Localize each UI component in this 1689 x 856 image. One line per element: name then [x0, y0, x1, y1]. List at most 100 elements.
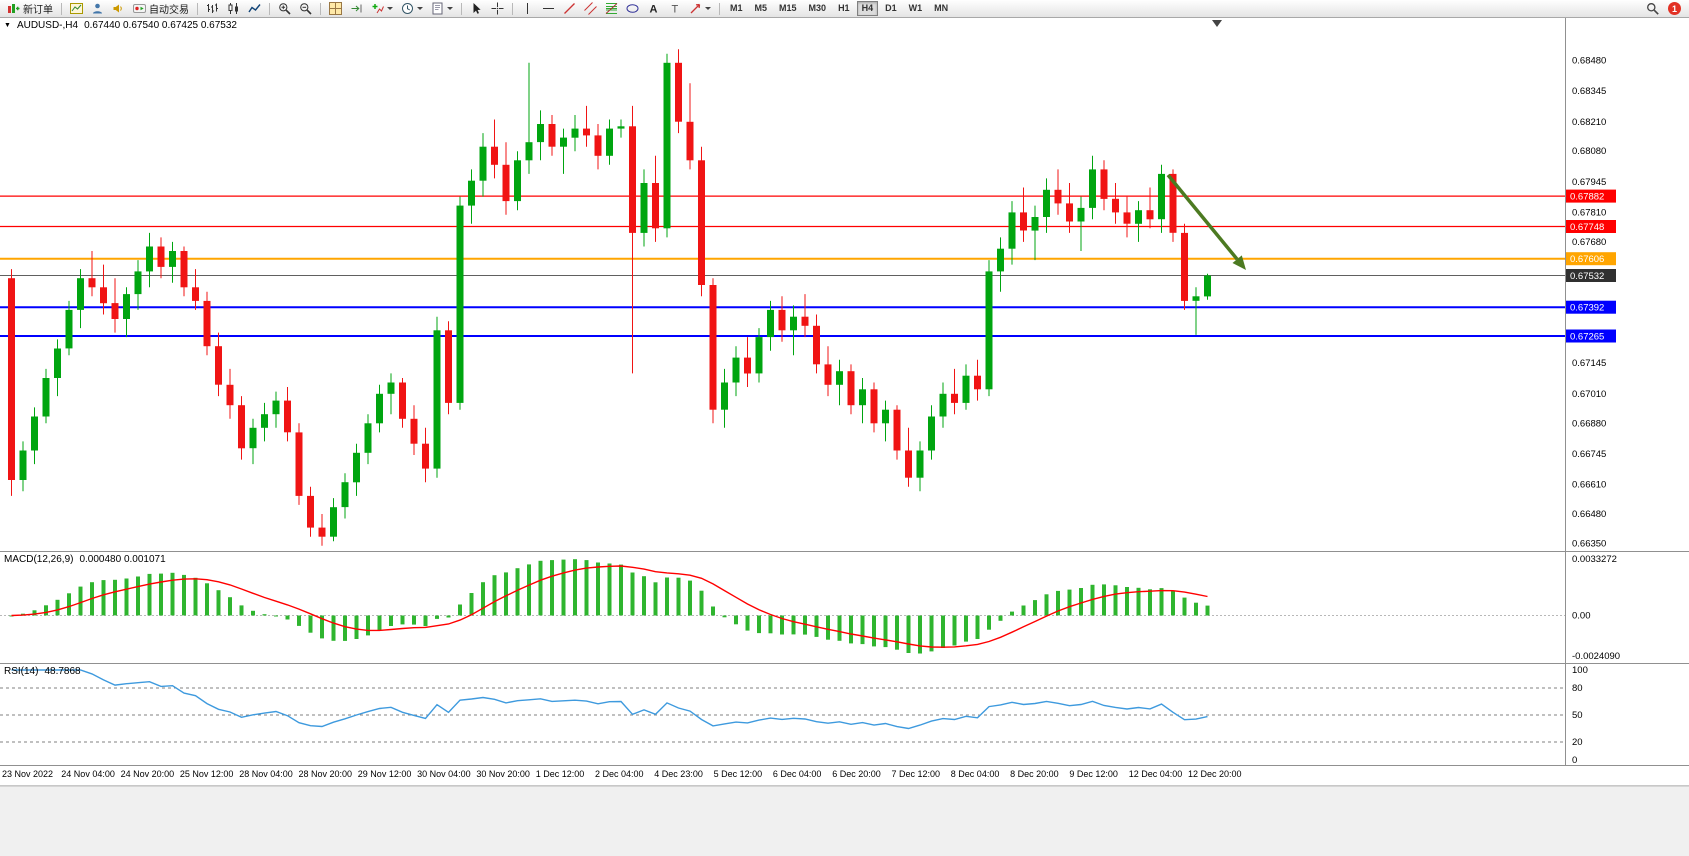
candle-up — [962, 375, 970, 403]
candle-up — [123, 294, 130, 319]
macd-histogram-bar — [791, 615, 796, 635]
channel-icon — [584, 2, 597, 15]
templates-button[interactable] — [428, 0, 456, 18]
macd-histogram-bar — [872, 615, 876, 647]
candle-down — [813, 325, 820, 365]
caret-down-icon — [447, 7, 453, 10]
candle-up — [19, 450, 27, 480]
candle-up — [916, 450, 924, 478]
candle-down — [686, 121, 694, 161]
candle-down — [905, 450, 912, 478]
notification-badge[interactable]: 1 — [1668, 2, 1681, 15]
textA-icon: A — [650, 4, 658, 16]
macd-histogram-bar — [113, 579, 117, 616]
timeframe-button-m15[interactable]: M15 — [779, 3, 797, 13]
timeframe-button-m30[interactable]: M30 — [808, 3, 827, 13]
candle-up — [537, 124, 544, 143]
rsi-chart: 100 80 50 20 0 — [0, 664, 1588, 765]
linechart-icon — [248, 4, 261, 13]
price-label-text: 0.67748 — [1570, 222, 1604, 233]
macd-histogram-bar — [239, 605, 244, 616]
time-axis-label: 12 Dec 20:00 — [1188, 769, 1242, 779]
charts-window-button[interactable] — [67, 0, 86, 18]
price-axis-tick: 0.67945 — [1572, 177, 1606, 188]
macd-histogram-bar — [124, 578, 129, 616]
rsi-axis-tick: 20 — [1572, 737, 1583, 748]
text-button[interactable]: A — [644, 0, 663, 18]
timeframe-button-h1[interactable]: H1 — [838, 3, 850, 13]
candle-up — [640, 183, 648, 233]
horizontal-line-button[interactable] — [539, 0, 558, 18]
macd-histogram-bar — [216, 590, 221, 616]
macd-histogram-bar — [665, 577, 669, 616]
annotation-arrow[interactable] — [1166, 173, 1239, 261]
macd-histogram-bar — [584, 560, 589, 616]
periods-button[interactable] — [398, 0, 426, 18]
shapes-button[interactable] — [623, 0, 642, 18]
line-chart-mode-button[interactable] — [245, 0, 264, 18]
zoom-in-button[interactable] — [275, 0, 294, 18]
macd-histogram-bar — [987, 615, 991, 630]
auto-trading-button[interactable]: 自动交易 — [130, 0, 192, 18]
new-order-button[interactable]: 新订单 — [4, 0, 56, 18]
arrows-button[interactable] — [686, 0, 714, 18]
price-axis-tick: 0.67680 — [1572, 237, 1606, 248]
macd-histogram-bar — [1125, 587, 1129, 616]
macd-histogram-bar — [1033, 600, 1037, 616]
tile-windows-button[interactable] — [326, 0, 345, 18]
timeframe-button-h4[interactable]: H4 — [856, 1, 879, 16]
candlestick-mode-button[interactable] — [224, 0, 243, 18]
macd-histogram-bar — [1205, 605, 1210, 616]
main-chart-panel[interactable]: 0.68480 0.68345 0.68210 0.68080 0.67945 0.678… — [0, 18, 1689, 552]
timeframe-button-m1[interactable]: M1 — [730, 3, 743, 13]
trendline-button[interactable] — [560, 0, 579, 18]
equidistant-channel-button[interactable] — [581, 0, 600, 18]
timeframe-button-m5[interactable]: M5 — [754, 3, 768, 13]
macd-histogram-bar — [573, 559, 577, 616]
macd-histogram-bar — [9, 615, 14, 617]
time-axis-label: 2 Dec 04:00 — [595, 769, 644, 779]
timeframe-button-d1[interactable]: D1 — [885, 3, 897, 13]
cursor-button[interactable] — [467, 0, 486, 18]
candle-up — [54, 348, 61, 378]
macd-histogram-bar — [101, 580, 106, 616]
timeframe-button-mn[interactable]: MN — [934, 3, 949, 13]
text-label-button[interactable]: T — [665, 0, 684, 18]
price-axis-tick: 0.66745 — [1572, 449, 1606, 460]
crosshair-button[interactable] — [488, 0, 507, 18]
sound-icon — [113, 4, 122, 13]
fibonacci-button[interactable] — [602, 0, 621, 18]
svg-text:T: T — [672, 4, 679, 16]
macd-histogram-bar — [377, 615, 382, 631]
candle-up — [1077, 207, 1085, 222]
rsi-panel[interactable]: 100 80 50 20 0 RSI(14) 48.7868 — [0, 664, 1689, 766]
macd-histogram-bar — [849, 615, 853, 644]
time-axis[interactable]: 23 Nov 2022 24 Nov 04:00 24 Nov 20:00 25 No… — [0, 766, 1689, 786]
candle-down — [1066, 203, 1073, 222]
macd-histogram-bar — [1090, 584, 1095, 616]
price-label-text: 0.67532 — [1570, 271, 1604, 282]
indicators-button[interactable] — [368, 0, 396, 18]
price-label-box — [1566, 300, 1616, 314]
macd-panel[interactable]: 0.0033272 0.00 -0.0024090 MACD(12,26,9) 0.… — [0, 552, 1689, 664]
macd-histogram-bar — [1182, 597, 1187, 616]
auto-scroll-button[interactable] — [347, 0, 366, 18]
time-axis-label: 9 Dec 12:00 — [1069, 769, 1118, 779]
candle-up — [1089, 169, 1096, 208]
textT-icon: T — [672, 4, 679, 16]
price-axis-tick: 0.66880 — [1572, 418, 1606, 429]
candle-up — [767, 309, 774, 338]
vertical-line-button[interactable] — [518, 0, 537, 18]
rsi-axis-tick: 50 — [1572, 710, 1583, 721]
candle-down — [215, 346, 222, 385]
price-label-text: 0.67265 — [1570, 332, 1604, 343]
sound-alert-button[interactable] — [109, 0, 128, 18]
bar-chart-mode-button[interactable] — [203, 0, 222, 18]
macd-histogram-bar — [147, 573, 152, 616]
timeframe-button-w1[interactable]: W1 — [908, 3, 923, 13]
macd-histogram-bar — [458, 604, 462, 616]
search-icon[interactable] — [1643, 0, 1662, 18]
market-watch-button[interactable] — [88, 0, 107, 18]
zoom-out-button[interactable] — [296, 0, 315, 18]
candle-down — [801, 316, 809, 326]
